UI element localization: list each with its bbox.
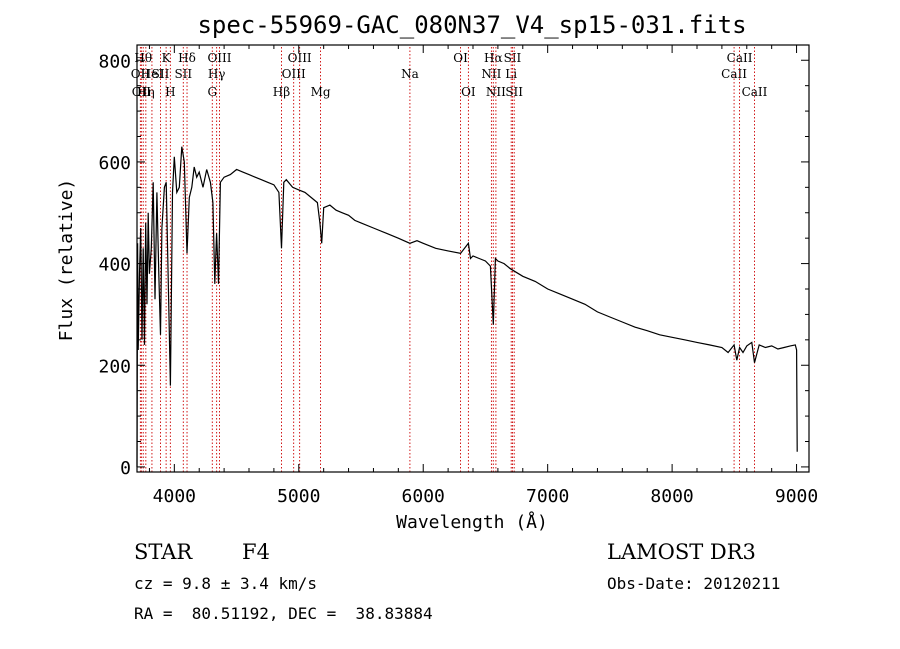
y-tick-label: 800 (98, 51, 131, 72)
y-axis: 0 200 400 600 800 (98, 51, 809, 479)
line-label: CaII (721, 67, 747, 81)
line-label: Hα (484, 51, 503, 65)
line-label: Hβ (273, 85, 290, 99)
plot-frame (136, 44, 810, 473)
x-tick-label: 8000 (650, 486, 693, 507)
redshift-readout: cz = 9.8 ± 3.4 km/s (134, 574, 318, 593)
survey-name: LAMOST DR3 (607, 540, 756, 564)
x-axis: 4000 5000 6000 7000 8000 9000 (148, 45, 818, 507)
x-tick-label: 7000 (526, 486, 569, 507)
line-label: OIII (282, 67, 306, 81)
line-label: K (162, 51, 172, 65)
line-label: CaII (727, 51, 753, 65)
line-label: G (207, 85, 217, 99)
line-label: NII (486, 85, 506, 99)
x-tick-label: 6000 (402, 486, 445, 507)
line-label: Hθ (134, 51, 152, 65)
y-tick-label: 600 (98, 153, 131, 174)
obs-date: Obs-Date: 20120211 (607, 574, 781, 593)
spectral-line-markers: OIIOIIHθHηHeISIIKHSIIHδGHγOIIIHβOIIIOIII… (131, 47, 768, 472)
y-tick-label: 200 (98, 356, 131, 377)
y-tick-label: 0 (120, 458, 131, 479)
y-axis-title: Flux (relative) (56, 179, 77, 342)
x-tick-label: 9000 (775, 486, 818, 507)
line-label: OIII (207, 51, 231, 65)
line-label: H (165, 85, 175, 99)
line-label: HeI (141, 67, 164, 81)
line-label: SII (505, 85, 523, 99)
line-label: OIII (288, 51, 312, 65)
x-tick-label: 4000 (153, 486, 196, 507)
coordinates: RA = 80.51192, DEC = 38.83884 (134, 604, 433, 623)
line-label: Hγ (208, 67, 226, 81)
line-label: SII (504, 51, 522, 65)
x-axis-title: Wavelength (Å) (396, 511, 548, 533)
object-subclass: F4 (242, 540, 270, 564)
line-label: Li (505, 67, 517, 81)
line-label: NII (481, 67, 501, 81)
y-tick-label: 400 (98, 255, 131, 276)
chart-title: spec-55969-GAC_080N37_V4_sp15-031.fits (197, 11, 746, 39)
line-label: Mg (311, 85, 331, 99)
object-class: STAR (134, 540, 193, 564)
line-label: Na (401, 67, 419, 81)
line-label: CaII (742, 85, 768, 99)
spectrum-series (136, 146, 798, 467)
line-label: SII (174, 67, 192, 81)
line-label: Hη (137, 85, 155, 99)
line-label: SII (152, 67, 170, 81)
x-tick-label: 5000 (277, 486, 320, 507)
line-label: OI (453, 51, 468, 65)
line-label: OI (461, 85, 476, 99)
line-label: OII (131, 67, 151, 81)
line-label: Hδ (178, 51, 196, 65)
